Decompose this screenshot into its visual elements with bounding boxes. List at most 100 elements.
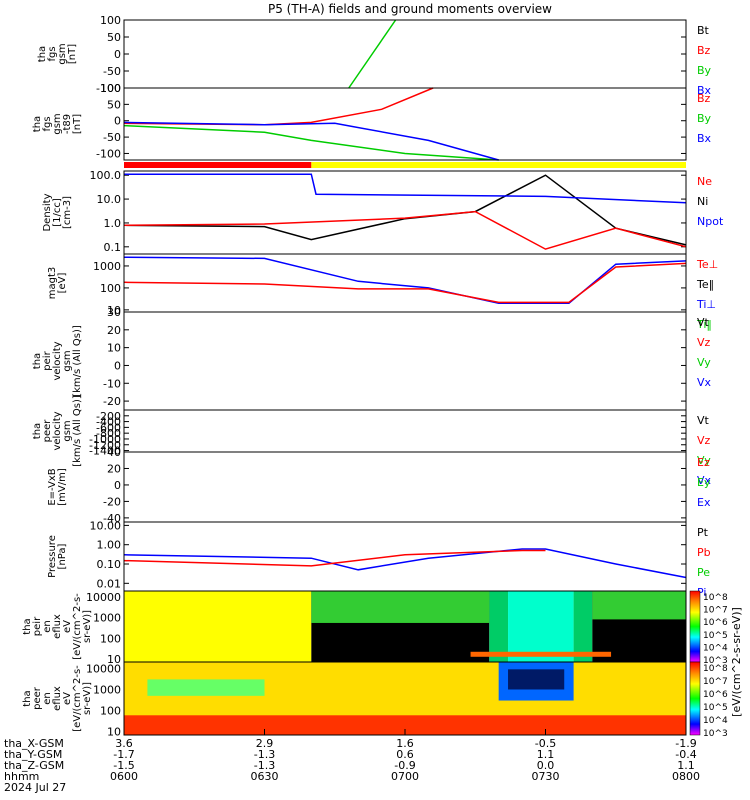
y-axis-label: [nT] <box>67 44 78 64</box>
y-tick-label: 10.00 <box>90 519 122 532</box>
legend-Vz: Vz <box>697 434 711 447</box>
colorbars: 10^810^710^610^510^410^310^810^710^610^5… <box>689 590 743 739</box>
legend-Ni: Ni <box>697 195 708 208</box>
series-line-Pb <box>123 549 546 567</box>
y-axis-label: [mV/m] <box>57 468 68 506</box>
panel-fgs-gsm-t89: 100 50 0 -50 -100 tha fgs gsm -t89 [nT] Bz By Bx <box>32 82 712 161</box>
series-line-Bx <box>123 121 499 161</box>
x-tick-label: -1.3 <box>254 759 275 772</box>
y-axis-label: Pressure <box>47 535 58 578</box>
y-axis-label: peer <box>42 419 53 443</box>
x-tick-label: 0600 <box>110 770 138 783</box>
y-tick-label: 100 <box>100 82 121 95</box>
x-row-label: 2024 Jul 27 <box>4 781 66 794</box>
colorbar-tick-label: 10^7 <box>703 677 728 687</box>
spectrogram-band <box>573 591 593 662</box>
y-axis-label: [cm-3] <box>62 196 73 229</box>
x-row-label: tha_Z-GSM <box>4 759 64 772</box>
series-line-By <box>348 19 397 89</box>
y-axis-label: tha <box>32 353 43 369</box>
spectrogram-band <box>508 591 574 662</box>
y-tick-label: 1000 <box>93 612 121 625</box>
y-axis-label: tha <box>22 690 33 706</box>
y-tick-label: 100 <box>100 705 121 718</box>
x-row-label: tha_Y-GSM <box>4 748 62 761</box>
y-axis-label: Density <box>42 193 53 231</box>
x-tick-label: 0630 <box>251 770 279 783</box>
x-tick-label: 0800 <box>672 770 700 783</box>
x-tick-label: 1.1 <box>537 748 555 761</box>
y-axis-label: tha <box>32 423 43 439</box>
panel-efield: 40 20 0 -20 -40 E=-VxB [mV/m] Ez Ey Ex <box>47 446 711 525</box>
y-axis-label: en <box>42 692 53 705</box>
y-axis-label: gsm <box>52 113 63 134</box>
y-tick-label: 0.1 <box>104 241 122 254</box>
panel-temperature: 1000 100 10 magt3 [eV] Te⊥ Te‖ Ti⊥ Ti‖ <box>47 253 718 331</box>
legend-Ey: Ey <box>697 476 711 489</box>
legend-Te‖: Te‖ <box>696 278 714 291</box>
y-axis-label: gsm <box>57 43 68 64</box>
y-axis-label: eflux <box>52 686 63 711</box>
legend-Bz: Bz <box>697 92 711 105</box>
legend-Bx: Bx <box>697 132 712 145</box>
y-tick-label: -50 <box>103 65 121 78</box>
region-bar-yellow <box>311 162 686 168</box>
y-axis-label: -t89 <box>62 114 73 134</box>
y-axis-label: [eV] <box>57 273 68 294</box>
y-axis-label: peir <box>42 350 53 370</box>
series-line-Ne <box>123 210 687 250</box>
series-line-By <box>123 124 499 161</box>
y-tick-label: 1.00 <box>97 539 122 552</box>
colorbar-peir <box>689 590 701 663</box>
y-axis-label: velocity <box>52 341 63 380</box>
x-tick-label: -0.4 <box>675 748 696 761</box>
y-tick-label: 100 <box>100 282 121 295</box>
x-axis: 3.6-1.7-1.506002.9-1.3-1.306301.60.6-0.9… <box>4 729 700 794</box>
y-tick-label: -10 <box>103 377 121 390</box>
y-tick-label: 20 <box>107 462 121 475</box>
y-axis-label: [eV/(cm^2-s- <box>72 665 83 732</box>
y-tick-label: 40 <box>107 446 121 459</box>
y-tick-label: 50 <box>107 98 121 111</box>
legend-Ti‖: Ti‖ <box>696 318 712 331</box>
legend-Ti⊥: Ti⊥ <box>696 298 716 311</box>
legend-Bt: Bt <box>697 24 710 37</box>
y-tick-label: -200 <box>96 410 121 423</box>
y-tick-label: 20 <box>107 324 121 337</box>
y-tick-label: 100 <box>100 632 121 645</box>
y-axis-label: gsm <box>62 420 73 441</box>
y-tick-label: 0.10 <box>97 558 122 571</box>
y-axis-label: eflux <box>52 614 63 639</box>
y-tick-label: 10 <box>107 342 121 355</box>
legend-Ne: Ne <box>697 175 712 188</box>
legend-Vt: Vt <box>697 316 710 329</box>
y-tick-label: 1000 <box>93 683 121 696</box>
legend-Ex: Ex <box>697 496 711 509</box>
x-tick-label: 0.0 <box>537 759 555 772</box>
y-tick-label: 10 <box>107 304 121 317</box>
legend-Te⊥: Te⊥ <box>696 258 718 271</box>
x-tick-label: 3.6 <box>115 737 133 750</box>
y-tick-label: -50 <box>103 131 121 144</box>
legend-Vt: Vt <box>697 414 710 427</box>
y-axis-label: [nPa] <box>57 543 68 569</box>
spectrogram-band <box>147 679 265 696</box>
spectrogram-band <box>311 591 490 623</box>
y-tick-label: 10000 <box>86 591 121 604</box>
x-tick-label: -1.7 <box>113 748 134 761</box>
colorbar-tick-label: 10^3 <box>703 656 728 666</box>
x-tick-label: -1.5 <box>113 759 134 772</box>
colorbar-tick-label: 10^8 <box>703 664 728 674</box>
colorbar-tick-label: 10^8 <box>703 593 728 603</box>
y-tick-label: 0 <box>114 48 121 61</box>
x-tick-label: -0.9 <box>394 759 415 772</box>
colorbar-tick-label: 10^4 <box>703 716 728 726</box>
colorbar-tick-label: 10^7 <box>703 606 728 616</box>
y-tick-label: -100 <box>96 82 121 95</box>
y-axis-label: magt3 <box>47 267 58 300</box>
colorbar-tick-label: 10^6 <box>703 690 728 700</box>
x-tick-label: -1.9 <box>675 737 696 750</box>
y-axis-label: gsm <box>62 350 73 371</box>
y-tick-label: -20 <box>103 395 121 408</box>
